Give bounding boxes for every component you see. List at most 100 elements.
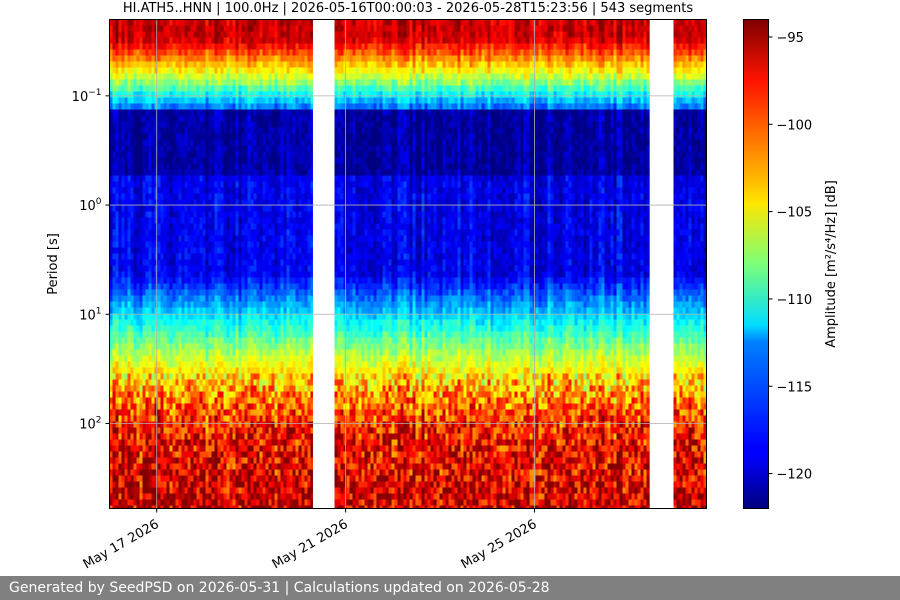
heatmap-cell — [262, 55, 266, 62]
heatmap-cell — [199, 133, 203, 140]
heatmap-cell — [238, 235, 242, 242]
heatmap-cell — [166, 307, 170, 314]
heatmap-cell — [220, 25, 224, 32]
heatmap-cell — [196, 295, 200, 302]
heatmap-cell — [160, 181, 164, 188]
heatmap-cell — [193, 133, 197, 140]
heatmap-cell — [217, 25, 221, 32]
heatmap-cell — [124, 199, 128, 206]
heatmap-cell — [199, 319, 203, 326]
heatmap-cell — [151, 247, 155, 254]
heatmap-cell — [142, 283, 146, 290]
heatmap-cell — [265, 451, 269, 458]
heatmap-cell — [127, 433, 131, 440]
heatmap-cell — [124, 37, 128, 44]
heatmap-cell — [121, 415, 125, 422]
heatmap-cell — [232, 373, 236, 380]
heatmap-cell — [220, 487, 224, 494]
heatmap-cell — [160, 493, 164, 500]
heatmap-cell — [250, 445, 254, 452]
heatmap-cell — [145, 37, 149, 44]
heatmap-cell — [247, 97, 251, 104]
heatmap-cell — [115, 151, 119, 158]
heatmap-cell — [274, 139, 278, 146]
heatmap-cell — [202, 61, 206, 68]
heatmap-cell — [124, 223, 128, 230]
heatmap-cell — [289, 31, 293, 38]
heatmap-cell — [127, 121, 131, 128]
heatmap-cell — [277, 103, 281, 110]
heatmap-cell — [256, 457, 260, 464]
heatmap-cell — [250, 403, 254, 410]
heatmap-cell — [154, 271, 158, 278]
heatmap-cell — [220, 493, 224, 500]
heatmap-cell — [265, 229, 269, 236]
heatmap-cell — [259, 385, 263, 392]
heatmap-cell — [160, 427, 164, 434]
heatmap-cell — [208, 487, 212, 494]
heatmap-cell — [235, 391, 239, 398]
heatmap-cell — [244, 73, 248, 80]
heatmap-cell — [118, 73, 122, 80]
heatmap-cell — [205, 79, 209, 86]
heatmap-cell — [208, 457, 212, 464]
heatmap-cell — [244, 199, 248, 206]
heatmap-cell — [259, 127, 263, 134]
heatmap-cell — [127, 307, 131, 314]
heatmap-cell — [145, 277, 149, 284]
heatmap-cell — [289, 79, 293, 86]
heatmap-cell — [118, 49, 122, 56]
heatmap-cell — [115, 337, 119, 344]
heatmap-cell — [208, 403, 212, 410]
heatmap-cell — [247, 445, 251, 452]
heatmap-cell — [265, 151, 269, 158]
heatmap-cell — [289, 193, 293, 200]
heatmap-cell — [169, 127, 173, 134]
heatmap-cell — [271, 85, 275, 92]
heatmap-cell — [277, 331, 281, 338]
heatmap-cell — [262, 475, 266, 482]
heatmap-cell — [250, 169, 254, 176]
heatmap-cell — [235, 181, 239, 188]
heatmap-cell — [130, 211, 134, 218]
heatmap-cell — [271, 67, 275, 74]
heatmap-cell — [202, 313, 206, 320]
heatmap-cell — [160, 229, 164, 236]
heatmap-cell — [271, 313, 275, 320]
heatmap-cell — [226, 37, 230, 44]
heatmap-cell — [232, 217, 236, 224]
heatmap-cell — [280, 19, 284, 26]
heatmap-cell — [283, 49, 287, 56]
heatmap-cell — [205, 133, 209, 140]
heatmap-cell — [247, 385, 251, 392]
heatmap-cell — [172, 409, 176, 416]
heatmap-cell — [199, 247, 203, 254]
heatmap-cell — [181, 205, 185, 212]
heatmap-cell — [181, 415, 185, 422]
heatmap-cell — [145, 193, 149, 200]
heatmap-cell — [280, 271, 284, 278]
heatmap-cell — [130, 103, 134, 110]
heatmap-cell — [235, 175, 239, 182]
heatmap-cell — [187, 121, 191, 128]
heatmap-cell — [247, 43, 251, 50]
heatmap-cell — [220, 337, 224, 344]
heatmap-cell — [175, 259, 179, 266]
heatmap-cell — [238, 433, 242, 440]
heatmap-cell — [133, 169, 137, 176]
heatmap-cell — [166, 229, 170, 236]
heatmap-cell — [184, 109, 188, 116]
heatmap-cell — [259, 289, 263, 296]
heatmap-cell — [142, 493, 146, 500]
heatmap-cell — [154, 295, 158, 302]
heatmap-cell — [169, 145, 173, 152]
heatmap-cell — [142, 295, 146, 302]
heatmap-cell — [283, 289, 287, 296]
heatmap-cell — [154, 487, 158, 494]
heatmap-cell — [205, 157, 209, 164]
heatmap-cell — [235, 469, 239, 476]
heatmap-cell — [256, 409, 260, 416]
heatmap-cell — [208, 169, 212, 176]
heatmap-cell — [136, 31, 140, 38]
heatmap-cell — [217, 409, 221, 416]
